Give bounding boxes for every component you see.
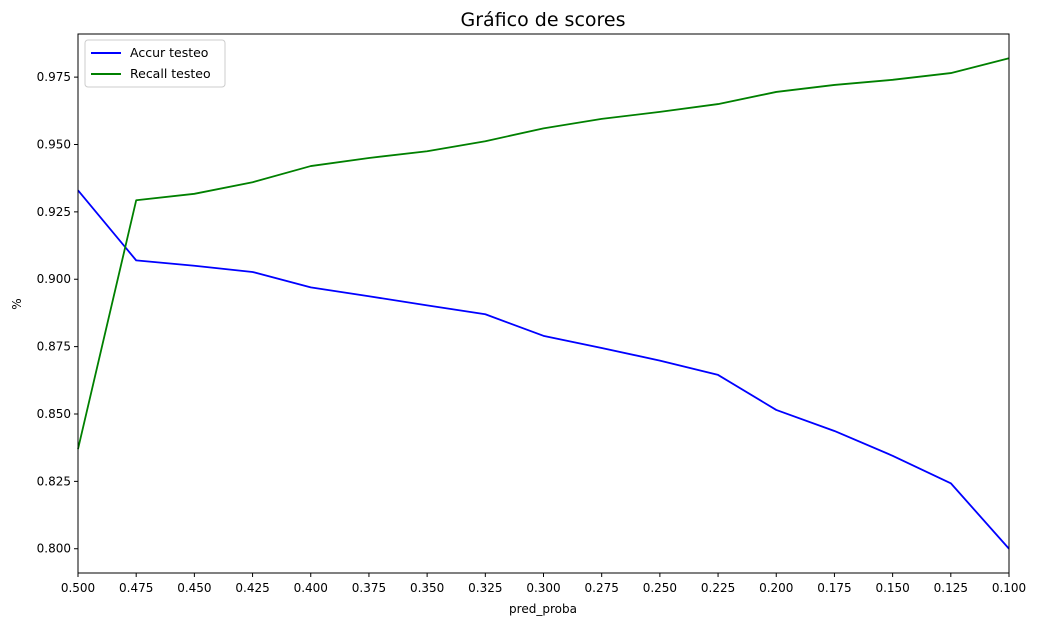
plot-frame	[77, 33, 1010, 574]
x-tick-label: 0.475	[119, 581, 153, 595]
x-tick-label: 0.350	[410, 581, 444, 595]
x-tick-label: 0.200	[759, 581, 793, 595]
x-tick-label: 0.450	[177, 581, 211, 595]
y-tick-label: 0.975	[37, 70, 71, 84]
legend: Accur testeo Recall testeo	[84, 39, 226, 88]
y-tick-label: 0.925	[37, 205, 71, 219]
x-tick-label: 0.150	[875, 581, 909, 595]
x-tick-label: 0.250	[643, 581, 677, 595]
legend-label-accur: Accur testeo	[130, 45, 208, 60]
series-line-1	[77, 57, 1010, 450]
x-tick-label: 0.225	[701, 581, 735, 595]
x-tick-label: 0.100	[992, 581, 1026, 595]
series-line-0	[77, 189, 1010, 550]
x-axis-label: pred_proba	[509, 602, 577, 616]
chart-title: Gráfico de scores	[461, 9, 626, 31]
y-axis-label: %	[10, 298, 24, 309]
x-tick-label: 0.125	[934, 581, 968, 595]
x-axis-ticks: 0.500 0.475 0.450 0.425 0.400 0.375 0.350 0.325…	[61, 573, 1026, 595]
legend-box	[84, 39, 226, 88]
x-tick-label: 0.325	[468, 581, 502, 595]
y-tick-label: 0.950	[37, 137, 71, 151]
legend-label-recall: Recall testeo	[130, 66, 211, 81]
x-tick-label: 0.375	[352, 581, 386, 595]
y-tick-label: 0.825	[37, 474, 71, 488]
plot-lines	[77, 57, 1010, 550]
y-axis-ticks: 0.800 0.825 0.850 0.875 0.900 0.925 0.950 0.975	[37, 70, 78, 556]
x-tick-label: 0.425	[235, 581, 269, 595]
y-tick-label: 0.900	[37, 272, 71, 286]
y-tick-label: 0.850	[37, 407, 71, 421]
x-tick-label: 0.275	[585, 581, 619, 595]
x-tick-label: 0.400	[294, 581, 328, 595]
x-tick-label: 0.500	[61, 581, 95, 595]
x-tick-label: 0.300	[526, 581, 560, 595]
y-tick-label: 0.875	[37, 340, 71, 354]
y-tick-label: 0.800	[37, 542, 71, 556]
x-tick-label: 0.175	[817, 581, 851, 595]
